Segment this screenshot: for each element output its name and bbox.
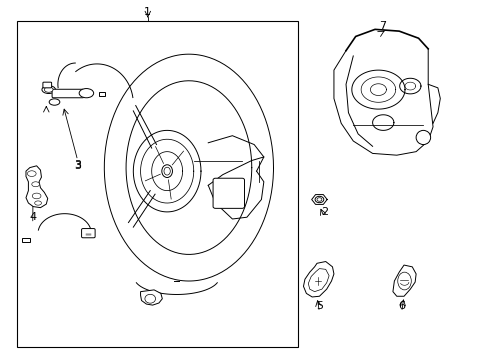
Ellipse shape <box>397 272 410 290</box>
Text: 4: 4 <box>29 212 36 222</box>
Ellipse shape <box>79 89 94 98</box>
Polygon shape <box>308 269 328 292</box>
Ellipse shape <box>314 196 323 203</box>
Bar <box>99 92 105 96</box>
Ellipse shape <box>35 201 41 205</box>
Bar <box>17 21 297 347</box>
Ellipse shape <box>162 165 172 177</box>
FancyBboxPatch shape <box>81 229 95 238</box>
Text: 1: 1 <box>144 6 151 17</box>
Text: 7: 7 <box>378 21 385 31</box>
FancyBboxPatch shape <box>52 89 84 98</box>
Ellipse shape <box>49 99 60 105</box>
Ellipse shape <box>27 171 36 176</box>
Text: 6: 6 <box>397 301 404 311</box>
FancyBboxPatch shape <box>213 178 244 208</box>
Ellipse shape <box>32 182 40 187</box>
Text: 3: 3 <box>74 160 81 170</box>
Ellipse shape <box>42 86 55 94</box>
Text: 2: 2 <box>320 207 327 217</box>
Ellipse shape <box>163 167 170 175</box>
Text: 5: 5 <box>315 301 322 311</box>
Ellipse shape <box>32 193 41 199</box>
FancyBboxPatch shape <box>43 82 52 88</box>
Polygon shape <box>140 290 162 305</box>
Polygon shape <box>26 166 48 208</box>
Bar <box>22 238 30 242</box>
Ellipse shape <box>316 198 321 201</box>
Polygon shape <box>392 265 415 296</box>
Polygon shape <box>311 195 326 204</box>
Polygon shape <box>303 261 333 297</box>
Ellipse shape <box>144 294 155 303</box>
Ellipse shape <box>415 130 430 145</box>
Ellipse shape <box>44 87 53 92</box>
Text: 3: 3 <box>74 161 81 171</box>
